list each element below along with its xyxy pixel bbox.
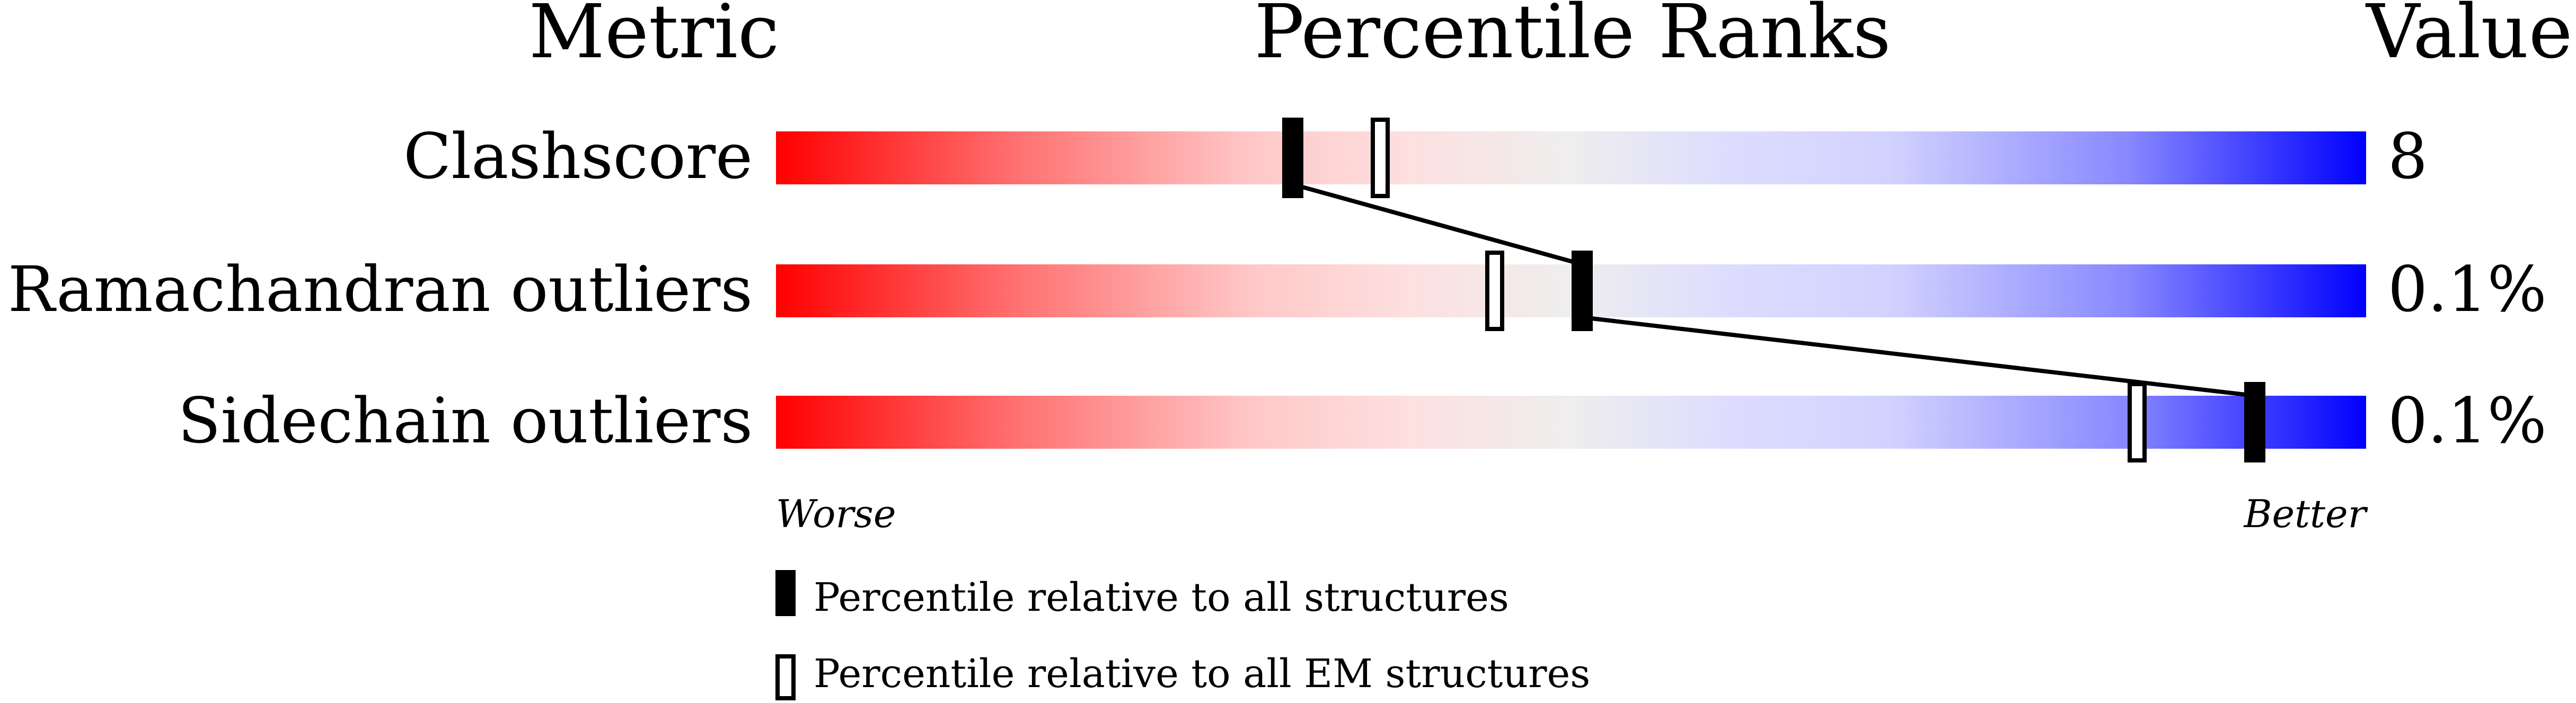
legend-label-all: Percentile relative to all structures (814, 575, 1509, 620)
em-percentile-marker (1371, 118, 1390, 198)
all-percentile-marker (1282, 118, 1303, 198)
header-metric: Metric (529, 0, 780, 75)
header-percentile-ranks: Percentile Ranks (1254, 0, 1891, 75)
all-percentile-marker (2244, 382, 2265, 462)
metric-value: 0.1% (2388, 384, 2547, 457)
legend-label-em: Percentile relative to all EM structures (814, 651, 1590, 697)
percentile-bar (776, 396, 2366, 449)
metric-value: 0.1% (2388, 253, 2547, 326)
connector-line (1292, 182, 1583, 266)
percentile-bar (776, 131, 2366, 184)
legend-filled-marker-icon (775, 570, 796, 616)
metric-label: Sidechain outliers (178, 384, 753, 457)
header-value: Value (2365, 0, 2573, 75)
worse-label: Worse (776, 492, 896, 536)
metric-label: Clashscore (403, 120, 753, 193)
em-percentile-marker (2128, 382, 2147, 462)
percentile-bar (776, 264, 2366, 317)
connector-line (1582, 315, 2255, 398)
legend-open-marker-icon (775, 654, 796, 700)
metric-value: 8 (2388, 120, 2428, 193)
better-label: Better (2243, 492, 2368, 536)
em-percentile-marker (1485, 251, 1504, 331)
metric-label: Ramachandran outliers (8, 253, 753, 326)
all-percentile-marker (1572, 251, 1593, 331)
